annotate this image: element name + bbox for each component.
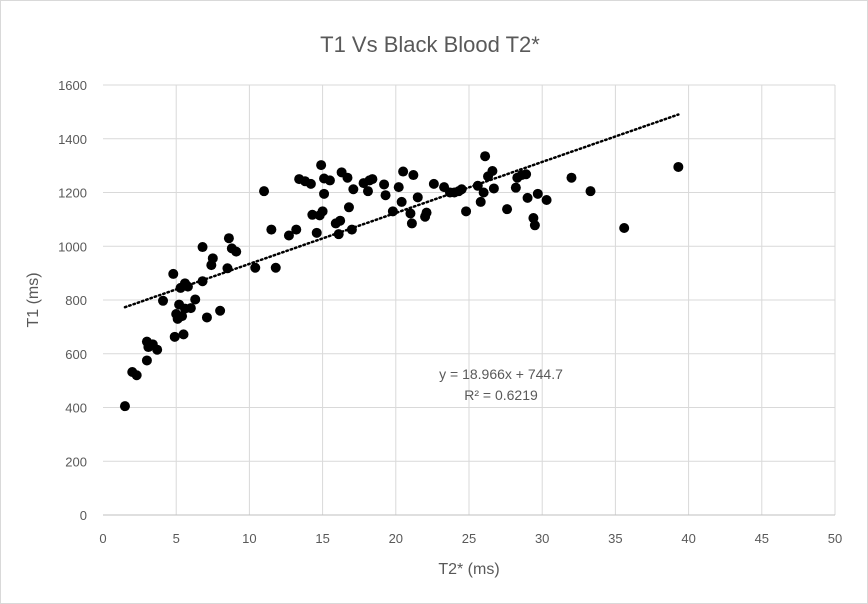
tick-labels: 0 5 10 15 20 25 30 35 40 45 50 0 200 400 600 800 1000 120… bbox=[58, 78, 842, 546]
x-tick-label: 30 bbox=[535, 531, 549, 546]
data-point bbox=[405, 208, 416, 219]
data-point bbox=[319, 188, 330, 199]
x-tick-label: 20 bbox=[389, 531, 403, 546]
data-point bbox=[207, 253, 218, 264]
data-point bbox=[585, 186, 596, 197]
data-point bbox=[461, 206, 472, 217]
data-point bbox=[168, 268, 179, 279]
data-point bbox=[398, 166, 409, 177]
y-tick-label: 800 bbox=[65, 293, 87, 308]
data-point bbox=[307, 209, 318, 220]
data-point bbox=[231, 246, 242, 257]
data-point bbox=[291, 224, 302, 235]
data-point bbox=[131, 370, 142, 381]
data-point bbox=[283, 230, 294, 241]
data-point bbox=[178, 329, 189, 340]
x-tick-label: 10 bbox=[242, 531, 256, 546]
data-points bbox=[119, 151, 684, 412]
data-point bbox=[305, 178, 316, 189]
data-point bbox=[201, 312, 212, 323]
data-point bbox=[324, 175, 335, 186]
x-tick-label: 35 bbox=[608, 531, 622, 546]
data-point bbox=[222, 263, 233, 274]
x-tick-label: 45 bbox=[755, 531, 769, 546]
data-point bbox=[521, 169, 532, 180]
data-point bbox=[311, 227, 322, 238]
y-tick-label: 1400 bbox=[58, 132, 87, 147]
data-point bbox=[396, 196, 407, 207]
data-point bbox=[380, 190, 391, 201]
y-tick-label: 400 bbox=[65, 401, 87, 416]
data-point bbox=[316, 160, 327, 171]
x-tick-label: 0 bbox=[99, 531, 106, 546]
y-tick-label: 1200 bbox=[58, 186, 87, 201]
y-tick-label: 200 bbox=[65, 454, 87, 469]
data-point bbox=[185, 303, 196, 314]
data-point bbox=[362, 186, 373, 197]
x-axis-title: T2* (ms) bbox=[438, 561, 499, 578]
data-point bbox=[673, 161, 684, 172]
data-point bbox=[190, 294, 201, 305]
y-tick-label: 600 bbox=[65, 347, 87, 362]
trendline bbox=[123, 113, 680, 309]
data-point bbox=[472, 180, 483, 191]
y-tick-label: 1000 bbox=[58, 239, 87, 254]
data-point bbox=[387, 206, 398, 217]
data-point bbox=[428, 178, 439, 189]
data-point bbox=[421, 207, 432, 218]
data-point bbox=[348, 184, 359, 195]
data-point bbox=[119, 401, 130, 412]
data-point bbox=[158, 295, 169, 306]
data-point bbox=[223, 233, 234, 244]
data-point bbox=[406, 218, 417, 229]
data-point bbox=[522, 192, 533, 203]
data-point bbox=[367, 174, 378, 185]
x-tick-label: 25 bbox=[462, 531, 476, 546]
x-tick-label: 40 bbox=[681, 531, 695, 546]
y-tick-label: 1600 bbox=[58, 78, 87, 93]
x-tick-label: 5 bbox=[173, 531, 180, 546]
data-point bbox=[197, 242, 208, 253]
data-point bbox=[566, 172, 577, 183]
data-point bbox=[141, 355, 152, 366]
data-point bbox=[215, 305, 226, 316]
data-point bbox=[475, 196, 486, 207]
data-point bbox=[177, 311, 188, 322]
data-point bbox=[502, 204, 513, 215]
data-point bbox=[529, 220, 540, 231]
trendline-equation: y = 18.966x + 744.7 bbox=[439, 366, 563, 382]
data-point bbox=[152, 344, 163, 355]
data-point bbox=[532, 188, 543, 199]
data-point bbox=[393, 182, 404, 193]
data-point bbox=[487, 166, 498, 176]
data-point bbox=[480, 151, 491, 162]
data-point bbox=[317, 206, 328, 217]
data-point bbox=[250, 262, 261, 273]
y-tick-label: 0 bbox=[80, 508, 87, 523]
data-point bbox=[342, 172, 353, 183]
data-point bbox=[270, 262, 281, 273]
data-point bbox=[412, 192, 423, 203]
chart-title: T1 Vs Black Blood T2* bbox=[320, 32, 540, 57]
x-tick-label: 15 bbox=[315, 531, 329, 546]
data-point bbox=[541, 195, 552, 206]
y-axis-title: T1 (ms) bbox=[25, 272, 42, 327]
data-point bbox=[169, 331, 180, 342]
data-point bbox=[335, 215, 346, 226]
x-tick-label: 50 bbox=[828, 531, 842, 546]
data-point bbox=[488, 183, 499, 194]
data-point bbox=[259, 186, 270, 197]
data-point bbox=[379, 179, 390, 190]
trendline-r-squared: R² = 0.6219 bbox=[464, 387, 538, 403]
gridlines bbox=[103, 84, 836, 515]
data-point bbox=[510, 182, 521, 193]
data-point bbox=[266, 224, 277, 235]
data-point bbox=[619, 222, 630, 233]
data-point bbox=[343, 202, 354, 213]
data-point bbox=[408, 170, 419, 181]
data-point bbox=[478, 187, 489, 198]
